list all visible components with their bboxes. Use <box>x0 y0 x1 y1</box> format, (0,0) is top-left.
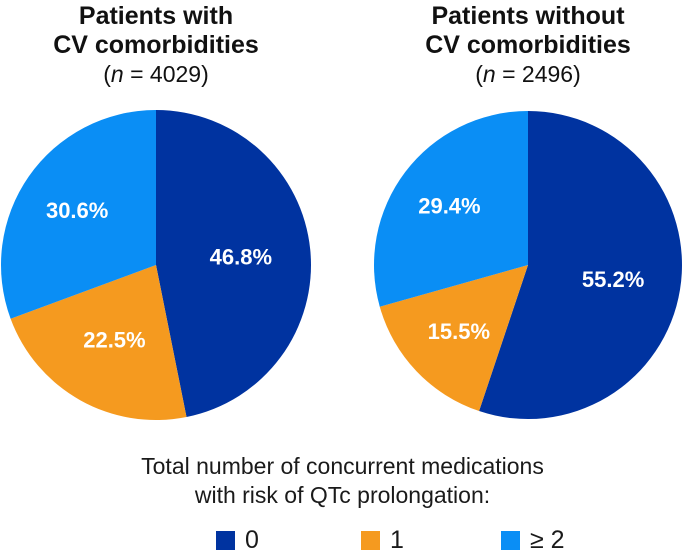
pie-title-line2: CV comorbidities <box>53 31 259 59</box>
pie-sample-size: (n = 4029) <box>103 61 209 87</box>
legend-item-0: 0 <box>216 526 259 555</box>
pie-sample-size: (n = 2496) <box>475 61 581 87</box>
legend-item-1: 1 <box>361 526 404 555</box>
slice-one-med <box>10 265 187 421</box>
legend-title-line2: with risk of QTc prolongation: <box>194 482 491 508</box>
legend-swatch-0 <box>216 531 235 550</box>
legend-title: Total number of concurrent medications w… <box>0 452 685 510</box>
pie-title-with-cv: Patients with CV comorbidities (n = 4029… <box>0 2 316 89</box>
slice-two-plus-meds <box>1 110 157 319</box>
legend-label: 1 <box>390 526 404 554</box>
pie-title-line1: Patients with <box>78 2 234 30</box>
slice-label: 15.5% <box>428 319 490 344</box>
pie-title-line1: Patients without <box>431 2 625 30</box>
slice-zero-meds <box>156 110 311 417</box>
slice-label: 22.5% <box>83 327 145 352</box>
legend-swatch-2 <box>501 531 520 550</box>
legend-label: 0 <box>245 526 259 554</box>
pie-title-without-cv: Patients without CV comorbidities (n = 2… <box>368 2 685 89</box>
pie-title-line2: CV comorbidities <box>425 31 631 59</box>
slice-one-med <box>379 265 528 412</box>
legend: 0 1 ≥ 2 <box>0 526 685 554</box>
legend-item-2: ≥ 2 <box>501 526 565 555</box>
legend-swatch-1 <box>361 531 380 550</box>
slice-label: 55.2% <box>582 267 644 292</box>
slice-label: 29.4% <box>418 194 480 219</box>
slice-label: 46.8% <box>210 245 272 270</box>
sample-size-value: 2496 <box>521 61 574 87</box>
pie-chart-with-cv: 46.8% 22.5% 30.6% <box>1 110 311 421</box>
slice-label: 30.6% <box>46 198 108 223</box>
legend-title-line1: Total number of concurrent medications <box>141 453 544 479</box>
pie-chart-without-cv: 55.2% 15.5% 29.4% <box>373 111 682 419</box>
slice-two-plus-meds <box>373 111 528 307</box>
sample-size-value: 4029 <box>149 61 202 87</box>
legend-label: ≥ 2 <box>530 526 565 554</box>
slice-zero-meds <box>479 111 682 419</box>
